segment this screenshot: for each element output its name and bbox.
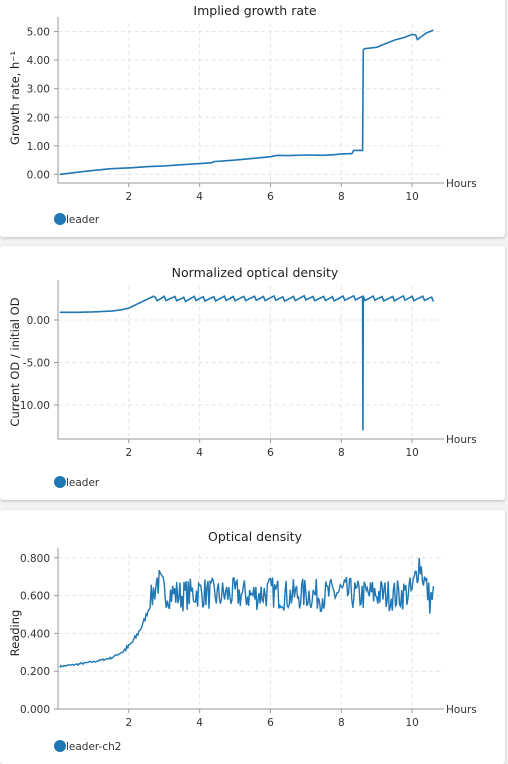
grid bbox=[58, 286, 444, 439]
optical-density-chart-card: Optical density Reading 0.800 0.600 0.40… bbox=[0, 510, 505, 764]
grid bbox=[58, 554, 444, 710]
legend[interactable]: leader bbox=[54, 476, 100, 489]
x-tick-label: 10 bbox=[405, 191, 418, 203]
x-tick-label: 4 bbox=[196, 191, 203, 203]
y-tick-label: -10.00 bbox=[16, 400, 50, 412]
x-tick-label: 8 bbox=[338, 447, 345, 459]
x-tick-label: 6 bbox=[267, 717, 274, 729]
y-tick-label: 0.00 bbox=[27, 315, 50, 327]
legend[interactable]: leader-ch2 bbox=[54, 740, 121, 753]
y-tick-label: 4.00 bbox=[27, 55, 50, 67]
normalized-od-chart: Normalized optical density Current OD / … bbox=[8, 265, 477, 489]
y-tick-label: 0.600 bbox=[20, 591, 50, 603]
y-axis-label: Reading bbox=[8, 610, 22, 657]
x-tick-label: 10 bbox=[405, 717, 418, 729]
x-tick-label: 4 bbox=[196, 447, 203, 459]
y-axis-label: Current OD / initial OD bbox=[8, 297, 22, 426]
series-line-leader bbox=[59, 294, 435, 431]
y-tick-label: -5.00 bbox=[23, 358, 50, 370]
y-tick-label: 1.00 bbox=[27, 141, 50, 153]
x-tick-label: 8 bbox=[338, 191, 345, 203]
legend-label: leader-ch2 bbox=[66, 741, 121, 753]
growth-rate-chart-card: Implied growth rate Growth rate, h⁻¹ 5.0… bbox=[0, 0, 505, 237]
x-axis-label: Hours bbox=[446, 434, 477, 446]
x-tick-label: 10 bbox=[405, 447, 418, 459]
series-line-leader-ch2 bbox=[59, 557, 435, 668]
x-axis: 2 4 6 8 10 Hours bbox=[58, 704, 477, 729]
chart-title: Normalized optical density bbox=[172, 265, 339, 280]
x-tick-label: 6 bbox=[267, 447, 274, 459]
y-tick-label: 0.200 bbox=[20, 666, 50, 678]
y-tick-label: 0.000 bbox=[20, 704, 50, 716]
x-tick-label: 6 bbox=[267, 191, 274, 203]
y-tick-label: 2.00 bbox=[27, 112, 50, 124]
x-axis: 2 4 6 8 10 Hours bbox=[58, 178, 477, 203]
y-axis-label: Growth rate, h⁻¹ bbox=[8, 51, 22, 145]
legend-marker bbox=[54, 213, 66, 225]
y-axis: 0.800 0.600 0.400 0.200 0.000 bbox=[20, 548, 59, 716]
growth-rate-chart: Implied growth rate Growth rate, h⁻¹ 5.0… bbox=[8, 3, 477, 226]
legend-label: leader bbox=[66, 214, 100, 226]
legend[interactable]: leader bbox=[54, 213, 100, 226]
grid bbox=[58, 23, 444, 183]
chart-title: Implied growth rate bbox=[193, 3, 317, 18]
legend-marker bbox=[54, 476, 66, 488]
x-axis: 2 4 6 8 10 Hours bbox=[58, 434, 477, 459]
x-axis-label: Hours bbox=[446, 704, 477, 716]
x-tick-label: 2 bbox=[125, 447, 132, 459]
x-tick-label: 8 bbox=[338, 717, 345, 729]
series-line-leader bbox=[59, 29, 434, 176]
x-tick-label: 2 bbox=[125, 191, 132, 203]
y-tick-label: 3.00 bbox=[27, 84, 50, 96]
y-tick-label: 0.800 bbox=[20, 553, 50, 565]
legend-label: leader bbox=[66, 477, 100, 489]
x-axis-label: Hours bbox=[446, 178, 477, 190]
y-tick-label: 5.00 bbox=[27, 27, 50, 39]
chart-title: Optical density bbox=[208, 529, 303, 544]
legend-marker bbox=[54, 740, 66, 752]
normalized-od-chart-card: Normalized optical density Current OD / … bbox=[0, 246, 505, 500]
y-tick-label: 0.400 bbox=[20, 628, 50, 640]
y-axis: 5.00 4.00 3.00 2.00 1.00 0.00 bbox=[27, 17, 59, 183]
x-tick-label: 2 bbox=[125, 717, 132, 729]
y-tick-label: 0.00 bbox=[27, 169, 50, 181]
x-tick-label: 4 bbox=[196, 717, 203, 729]
y-axis: 0.00 -5.00 -10.00 bbox=[16, 280, 59, 439]
optical-density-chart: Optical density Reading 0.800 0.600 0.40… bbox=[8, 529, 477, 753]
